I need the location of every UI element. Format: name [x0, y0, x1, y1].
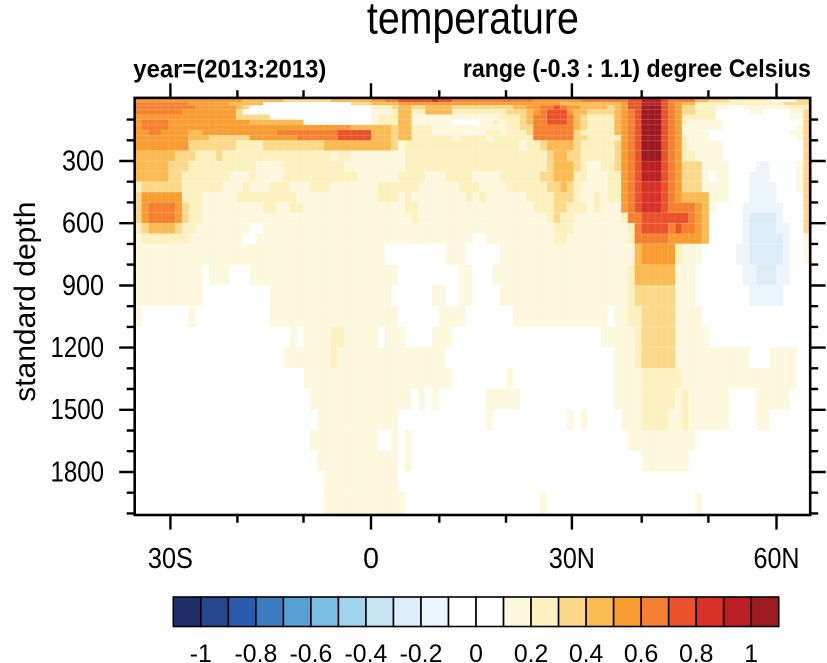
svg-text:-0.4: -0.4	[345, 641, 388, 663]
svg-text:60N: 60N	[754, 543, 800, 575]
svg-text:0: 0	[469, 641, 483, 663]
svg-text:1800: 1800	[51, 456, 105, 488]
svg-text:range (-0.3 : 1.1) degree Cels: range (-0.3 : 1.1) degree Celsius	[463, 55, 811, 83]
svg-text:30S: 30S	[148, 543, 193, 575]
svg-text:year=(2013:2013): year=(2013:2013)	[133, 56, 326, 84]
svg-text:0.4: 0.4	[569, 641, 604, 663]
svg-text:0.8: 0.8	[679, 641, 713, 663]
svg-text:0.6: 0.6	[624, 641, 658, 663]
svg-text:-0.2: -0.2	[400, 641, 443, 663]
svg-text:1500: 1500	[51, 394, 105, 426]
svg-text:-0.6: -0.6	[290, 641, 333, 663]
svg-text:-1: -1	[190, 641, 212, 663]
svg-text:300: 300	[62, 145, 104, 177]
svg-text:1: 1	[744, 641, 758, 663]
svg-text:1200: 1200	[51, 332, 105, 364]
svg-text:600: 600	[62, 208, 104, 240]
svg-text:temperature: temperature	[367, 0, 579, 43]
svg-text:900: 900	[62, 270, 104, 302]
svg-text:0.2: 0.2	[514, 641, 548, 663]
svg-text:-0.8: -0.8	[235, 641, 278, 663]
svg-text:0: 0	[363, 543, 379, 575]
svg-text:standard depth: standard depth	[9, 202, 42, 402]
svg-text:30N: 30N	[549, 543, 595, 575]
